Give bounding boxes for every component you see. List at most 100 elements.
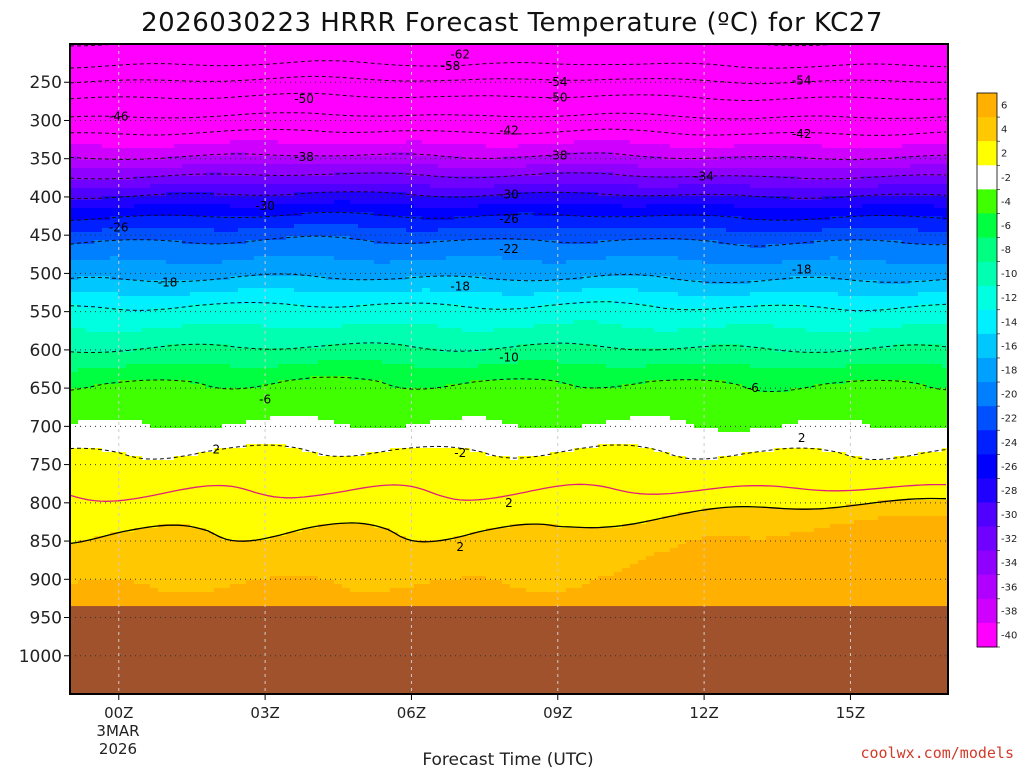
- temperature-cell: [110, 512, 119, 517]
- temperature-cell: [118, 180, 127, 185]
- temperature-cell: [254, 532, 263, 537]
- temperature-cell: [278, 160, 287, 165]
- temperature-cell: [142, 516, 151, 521]
- temperature-cell: [294, 536, 303, 541]
- temperature-cell: [230, 568, 239, 573]
- temperature-cell: [118, 128, 127, 133]
- temperature-cell: [238, 376, 247, 381]
- temperature-cell: [94, 80, 103, 85]
- temperature-cell: [142, 604, 151, 607]
- temperature-cell: [102, 596, 111, 601]
- temperature-cell: [150, 400, 159, 405]
- temperature-cell: [206, 500, 215, 505]
- temperature-cell: [174, 204, 183, 209]
- temperature-cell: [254, 248, 263, 253]
- temperature-cell: [230, 116, 239, 121]
- temperature-cell: [238, 432, 247, 437]
- temperature-cell: [342, 56, 351, 61]
- temperature-cell: [222, 324, 231, 329]
- temperature-cell: [254, 420, 263, 425]
- temperature-cell: [302, 320, 311, 325]
- temperature-cell: [238, 284, 247, 289]
- temperature-cell: [198, 400, 207, 405]
- temperature-cell: [166, 64, 175, 69]
- temperature-cell: [86, 448, 95, 453]
- temperature-cell: [278, 252, 287, 257]
- temperature-cell: [206, 452, 215, 457]
- temperature-cell: [166, 84, 175, 89]
- temperature-cell: [126, 476, 135, 481]
- temperature-cell: [86, 340, 95, 345]
- temperature-cell: [110, 100, 119, 105]
- temperature-cell: [246, 372, 255, 377]
- temperature-cell: [110, 272, 119, 277]
- temperature-cell: [86, 224, 95, 229]
- temperature-cell: [182, 52, 191, 57]
- temperature-cell: [102, 44, 111, 49]
- temperature-cell: [102, 268, 111, 273]
- temperature-cell: [118, 216, 127, 221]
- temperature-cell: [134, 52, 143, 57]
- temperature-cell: [94, 304, 103, 309]
- temperature-cell: [246, 436, 255, 441]
- temperature-cell: [78, 480, 87, 485]
- temperature-cell: [230, 496, 239, 501]
- temperature-cell: [222, 556, 231, 561]
- temperature-cell: [70, 508, 79, 513]
- temperature-cell: [126, 296, 135, 301]
- temperature-cell: [126, 404, 135, 409]
- temperature-cell: [278, 44, 287, 49]
- temperature-cell: [86, 552, 95, 557]
- temperature-cell: [126, 128, 135, 133]
- temperature-cell: [142, 232, 151, 237]
- temperature-cell: [190, 104, 199, 109]
- temperature-cell: [166, 500, 175, 505]
- temperature-cell: [310, 88, 319, 93]
- temperature-cell: [342, 108, 351, 113]
- temperature-cell: [230, 412, 239, 417]
- temperature-cell: [134, 132, 143, 137]
- temperature-cell: [334, 456, 343, 461]
- temperature-cell: [222, 532, 231, 537]
- temperature-cell: [342, 72, 351, 77]
- temperature-cell: [230, 588, 239, 593]
- temperature-cell: [94, 456, 103, 461]
- temperature-cell: [214, 76, 223, 81]
- temperature-cell: [174, 324, 183, 329]
- temperature-cell: [318, 120, 327, 125]
- temperature-cell: [246, 116, 255, 121]
- temperature-cell: [310, 68, 319, 73]
- temperature-cell: [350, 224, 359, 229]
- temperature-cell: [150, 136, 159, 141]
- temperature-cell: [206, 332, 215, 337]
- temperature-cell: [318, 596, 327, 601]
- temperature-cell: [262, 588, 271, 593]
- temperature-cell: [86, 412, 95, 417]
- temperature-cell: [166, 492, 175, 497]
- temperature-cell: [278, 296, 287, 301]
- temperature-cell: [94, 72, 103, 77]
- temperature-cell: [310, 192, 319, 197]
- temperature-cell: [270, 552, 279, 557]
- temperature-cell: [222, 448, 231, 453]
- temperature-cell: [78, 376, 87, 381]
- temperature-cell: [126, 512, 135, 517]
- temperature-cell: [246, 512, 255, 517]
- temperature-cell: [166, 224, 175, 229]
- temperature-cell: [214, 100, 223, 105]
- temperature-cell: [110, 140, 119, 145]
- temperature-cell: [334, 136, 343, 141]
- temperature-cell: [334, 56, 343, 61]
- temperature-cell: [158, 528, 167, 533]
- temperature-cell: [286, 148, 295, 153]
- temperature-cell: [270, 80, 279, 85]
- temperature-cell: [214, 416, 223, 421]
- temperature-cell: [166, 524, 175, 529]
- temperature-cell: [126, 68, 135, 73]
- temperature-cell: [158, 124, 167, 129]
- temperature-cell: [214, 424, 223, 429]
- temperature-cell: [262, 448, 271, 453]
- temperature-cell: [318, 176, 327, 181]
- temperature-cell: [166, 600, 175, 605]
- temperature-cell: [254, 380, 263, 385]
